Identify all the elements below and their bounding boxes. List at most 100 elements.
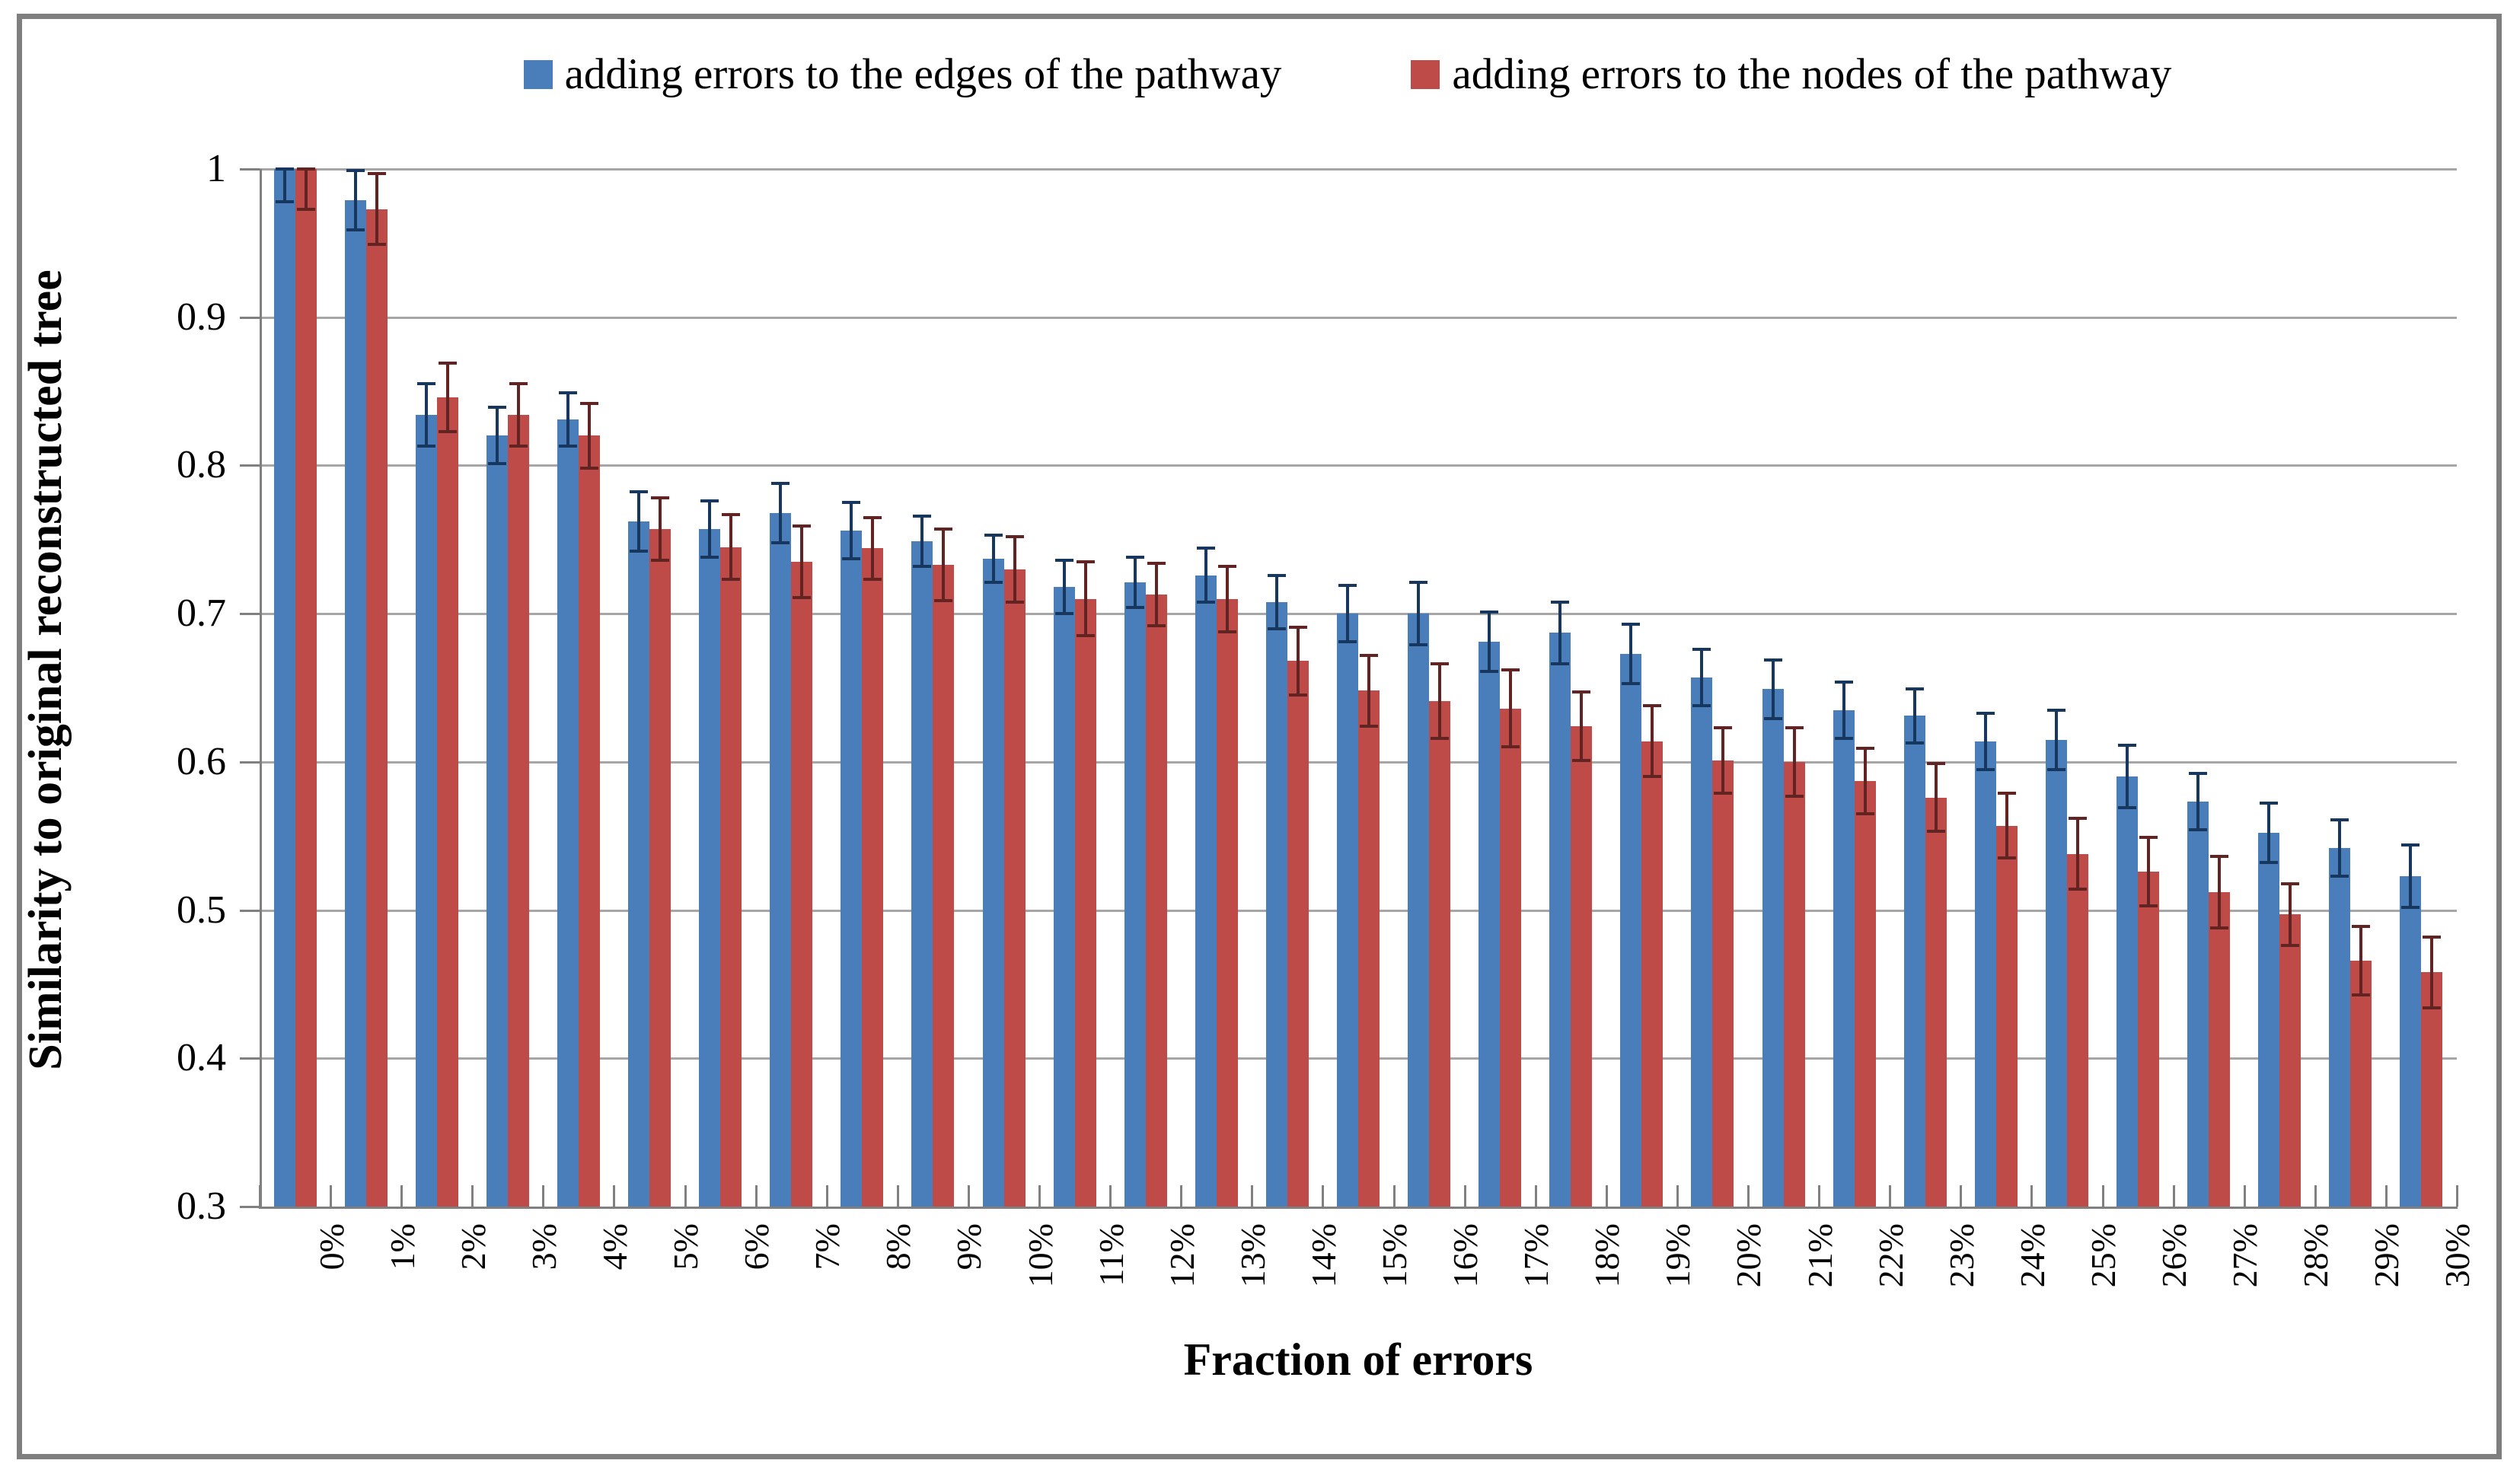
error-bar-cap-bottom <box>488 462 506 465</box>
error-bar-stem <box>2338 820 2341 876</box>
x-axis-tick <box>2314 1185 2317 1207</box>
x-axis-tick <box>897 1185 899 1207</box>
x-axis-tick <box>1676 1185 1679 1207</box>
error-bar-cap-bottom <box>1147 624 1166 627</box>
error-bar-stem <box>2409 845 2412 907</box>
error-bar-cap-bottom <box>630 550 648 553</box>
error-bar-stem <box>1367 655 1370 726</box>
x-axis-tick <box>1606 1185 1608 1207</box>
bar-edges-series <box>1549 633 1571 1207</box>
error-bar-cap-top <box>1906 687 1924 690</box>
bar-nodes-series <box>2067 854 2088 1207</box>
error-bar-stem <box>1346 585 1349 642</box>
bar-nodes-series <box>1500 709 1521 1207</box>
legend-label-edges: adding errors to the edges of the pathwa… <box>564 50 1282 98</box>
error-bar-cap-bottom <box>2352 993 2370 996</box>
error-bar-cap-top <box>651 496 669 499</box>
bar-nodes-series <box>2279 914 2301 1207</box>
y-axis-tick <box>240 464 260 467</box>
x-tick-label: 6% <box>737 1223 776 1271</box>
x-axis-tick <box>1109 1185 1112 1207</box>
bar-nodes-series <box>2350 961 2372 1207</box>
error-bar-stem <box>2267 803 2270 862</box>
error-bar-cap-bottom <box>1998 856 2016 859</box>
y-tick-label: 0.6 <box>177 740 226 783</box>
x-axis-tick <box>1322 1185 1324 1207</box>
error-bar-stem <box>1721 728 1724 793</box>
error-bar-cap-top <box>2210 855 2228 858</box>
error-bar-cap-bottom <box>913 565 931 568</box>
x-axis-tick <box>684 1185 687 1207</box>
error-bar-cap-top <box>1501 668 1520 671</box>
error-bar-stem <box>1134 557 1137 607</box>
error-bar-cap-bottom <box>700 556 719 559</box>
x-axis-line <box>259 1207 2458 1209</box>
error-bar-cap-bottom <box>2260 861 2278 864</box>
gridline <box>260 613 2457 615</box>
error-bar-cap-bottom <box>2047 768 2065 771</box>
error-bar-cap-top <box>2118 744 2136 747</box>
x-axis-tick <box>471 1185 474 1207</box>
error-bar-cap-top <box>1480 611 1498 614</box>
bar-nodes-series <box>1712 760 1734 1207</box>
legend: adding errors to the edges of the pathwa… <box>88 37 2520 113</box>
error-bar-cap-top <box>297 167 315 171</box>
error-bar-cap-top <box>2047 709 2065 712</box>
gridline <box>260 168 2457 171</box>
error-bar-cap-bottom <box>1643 775 1661 778</box>
error-bar-cap-bottom <box>1976 768 1995 771</box>
error-bar-cap-bottom <box>1692 704 1711 707</box>
error-bar-stem <box>496 407 499 464</box>
bar-nodes-series <box>579 435 600 1207</box>
error-bar-cap-top <box>1409 581 1427 584</box>
error-bar-cap-bottom <box>1906 741 1924 744</box>
error-bar-cap-bottom <box>771 541 789 544</box>
error-bar-cap-top <box>1976 712 1995 715</box>
error-bar-cap-top <box>913 515 931 518</box>
bar-edges-series <box>770 513 791 1207</box>
error-bar-cap-bottom <box>2423 1006 2441 1009</box>
legend-label-nodes: adding errors to the nodes of the pathwa… <box>1452 50 2172 98</box>
error-bar-cap-bottom <box>2330 875 2349 878</box>
error-bar-stem <box>588 403 591 468</box>
error-bar-cap-top <box>1360 654 1378 657</box>
error-bar-cap-top <box>1572 690 1590 693</box>
error-bar-stem <box>1275 575 1278 629</box>
y-axis-tick <box>240 1057 260 1060</box>
error-bar-stem <box>446 363 449 432</box>
error-bar-stem <box>850 502 853 559</box>
error-bar-stem <box>1155 563 1158 626</box>
x-axis-tick <box>1747 1185 1750 1207</box>
x-axis-tick <box>1464 1185 1466 1207</box>
error-bar-cap-top <box>1714 726 1732 729</box>
bar-nodes-series <box>1217 599 1238 1207</box>
bar-edges-series <box>1833 710 1855 1207</box>
bar-nodes-series <box>649 529 671 1207</box>
bar-edges-series <box>1762 689 1784 1207</box>
error-bar-cap-top <box>1431 662 1449 665</box>
error-bar-cap-bottom <box>1077 634 1095 637</box>
bar-nodes-series <box>295 169 317 1207</box>
error-bar-cap-top <box>509 382 528 385</box>
x-axis-tick <box>1393 1185 1396 1207</box>
bar-nodes-series <box>1784 762 1805 1207</box>
bar-edges-series <box>1408 614 1429 1207</box>
legend-swatch-nodes-icon <box>1411 60 1440 89</box>
bar-edges-series <box>2258 833 2279 1207</box>
y-tick-label: 0.8 <box>177 443 226 486</box>
bar-nodes-series <box>1004 569 1026 1207</box>
error-bar-cap-top <box>2330 818 2349 821</box>
error-bar-cap-bottom <box>1409 643 1427 646</box>
bar-edges-series <box>486 435 508 1207</box>
error-bar-cap-bottom <box>1218 630 1236 633</box>
error-bar-stem <box>566 393 569 446</box>
error-bar-cap-top <box>368 172 386 175</box>
legend-swatch-edges-icon <box>523 60 553 89</box>
x-axis-tick <box>1251 1185 1253 1207</box>
x-tick-label: 23% <box>1942 1223 1981 1288</box>
error-bar-cap-top <box>2401 843 2420 846</box>
error-bar-cap-bottom <box>1431 737 1449 740</box>
x-tick-label: 5% <box>666 1223 705 1271</box>
error-bar-cap-bottom <box>1714 792 1732 795</box>
error-bar-stem <box>800 526 803 598</box>
